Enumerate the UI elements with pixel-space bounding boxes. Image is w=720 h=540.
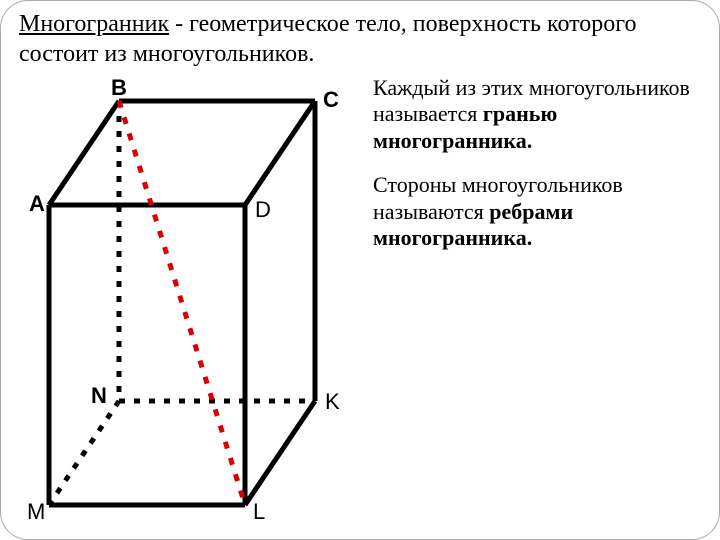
paragraph-face: Каждый из этих многоугольников называетс…: [373, 75, 699, 154]
vertex-label-A: A: [29, 191, 45, 216]
paragraph-edge: Стороны многоугольников называются ребра…: [373, 172, 699, 251]
vertex-label-N: N: [91, 383, 107, 408]
edge-D-C: [245, 101, 315, 205]
edge-B-A: [49, 101, 119, 205]
edge-L-K: [245, 401, 315, 505]
heading-dash: -: [169, 11, 189, 37]
vertex-label-L: L: [253, 499, 265, 524]
vertex-label-B: B: [111, 75, 127, 100]
edge-B-L: [119, 101, 245, 505]
text-column: Каждый из этих многоугольников называетс…: [373, 75, 699, 525]
vertex-label-M: M: [27, 499, 45, 524]
vertex-label-D: D: [255, 197, 271, 222]
edge-N-M: [49, 401, 119, 505]
slide: Многогранник - геометрическое тело, пове…: [0, 0, 720, 540]
vertex-label-C: C: [323, 87, 339, 112]
heading: Многогранник - геометрическое тело, пове…: [19, 9, 699, 69]
vertex-label-K: K: [325, 389, 340, 414]
content-row: A B C D M N K L Каждый из этих многоугольников …: [19, 75, 699, 525]
cuboid-diagram: A B C D M N K L: [19, 75, 359, 525]
heading-term: Многогранник: [19, 11, 169, 37]
